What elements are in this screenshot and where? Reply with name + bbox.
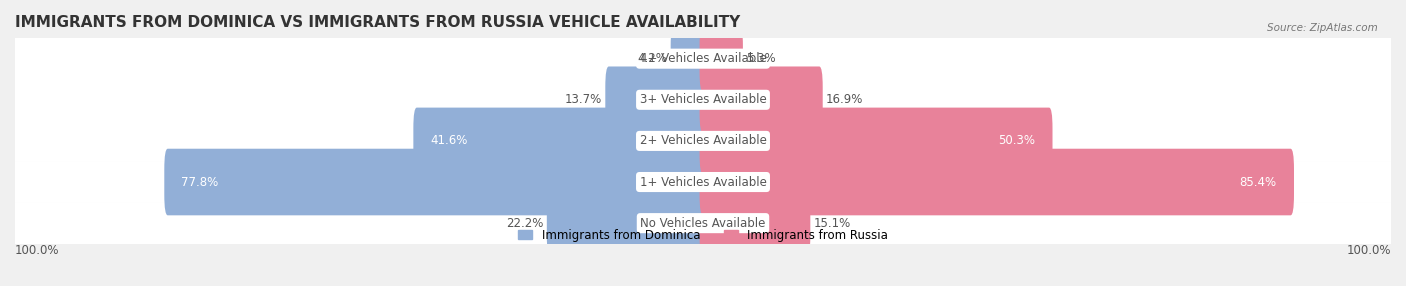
Text: 41.6%: 41.6% [430, 134, 468, 147]
FancyBboxPatch shape [700, 66, 823, 133]
Text: 4+ Vehicles Available: 4+ Vehicles Available [640, 52, 766, 65]
FancyBboxPatch shape [700, 25, 742, 92]
FancyBboxPatch shape [15, 120, 1391, 162]
FancyBboxPatch shape [671, 25, 706, 92]
Legend: Immigrants from Dominica, Immigrants from Russia: Immigrants from Dominica, Immigrants fro… [517, 229, 889, 242]
FancyBboxPatch shape [15, 79, 1391, 121]
Text: 1+ Vehicles Available: 1+ Vehicles Available [640, 176, 766, 188]
Text: 85.4%: 85.4% [1240, 176, 1277, 188]
FancyBboxPatch shape [413, 108, 706, 174]
FancyBboxPatch shape [700, 108, 1053, 174]
Text: 4.2%: 4.2% [637, 52, 668, 65]
Text: 100.0%: 100.0% [1347, 244, 1391, 257]
Text: 22.2%: 22.2% [506, 217, 543, 230]
Text: 100.0%: 100.0% [15, 244, 59, 257]
FancyBboxPatch shape [547, 190, 706, 257]
Text: 77.8%: 77.8% [181, 176, 219, 188]
FancyBboxPatch shape [15, 161, 1391, 203]
Text: 50.3%: 50.3% [998, 134, 1035, 147]
Text: 15.1%: 15.1% [814, 217, 851, 230]
Text: 2+ Vehicles Available: 2+ Vehicles Available [640, 134, 766, 147]
FancyBboxPatch shape [15, 202, 1391, 244]
FancyBboxPatch shape [700, 190, 810, 257]
Text: 5.3%: 5.3% [747, 52, 776, 65]
FancyBboxPatch shape [15, 38, 1391, 80]
Text: 16.9%: 16.9% [827, 93, 863, 106]
Text: 13.7%: 13.7% [565, 93, 602, 106]
FancyBboxPatch shape [700, 149, 1294, 215]
Text: 3+ Vehicles Available: 3+ Vehicles Available [640, 93, 766, 106]
Text: Source: ZipAtlas.com: Source: ZipAtlas.com [1267, 23, 1378, 33]
FancyBboxPatch shape [165, 149, 706, 215]
FancyBboxPatch shape [606, 66, 706, 133]
Text: No Vehicles Available: No Vehicles Available [640, 217, 766, 230]
Text: IMMIGRANTS FROM DOMINICA VS IMMIGRANTS FROM RUSSIA VEHICLE AVAILABILITY: IMMIGRANTS FROM DOMINICA VS IMMIGRANTS F… [15, 15, 740, 30]
